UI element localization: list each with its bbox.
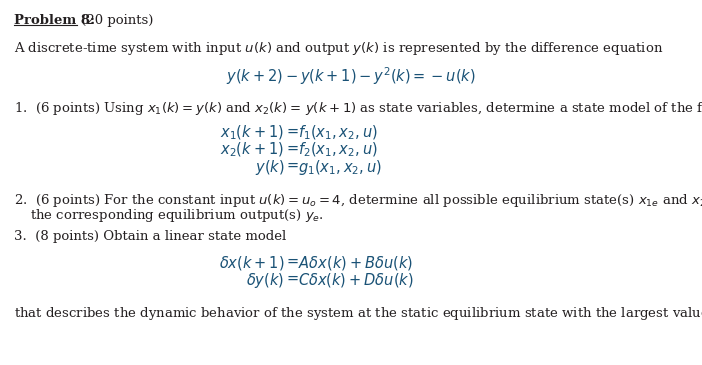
Text: $f_1(x_1, x_2, u)$: $f_1(x_1, x_2, u)$ [298, 124, 378, 142]
Text: $=$: $=$ [284, 141, 299, 155]
Text: 3.  (8 points) Obtain a linear state model: 3. (8 points) Obtain a linear state mode… [14, 230, 286, 243]
Text: $=$: $=$ [284, 124, 299, 138]
Text: $\delta x(k+1)$: $\delta x(k+1)$ [219, 254, 284, 272]
Text: $A\delta x(k) + B\delta u(k)$: $A\delta x(k) + B\delta u(k)$ [298, 254, 413, 272]
Text: $x_2(k+1)$: $x_2(k+1)$ [220, 141, 284, 160]
Text: $=$: $=$ [284, 254, 299, 268]
Text: A discrete-time system with input $u(k)$ and output $y(k)$ is represented by the: A discrete-time system with input $u(k)$… [14, 40, 663, 57]
Text: $y(k)$: $y(k)$ [255, 158, 284, 177]
Text: $=$: $=$ [284, 158, 299, 172]
Text: $\delta y(k)$: $\delta y(k)$ [246, 271, 284, 290]
Text: $f_2(x_1, x_2, u)$: $f_2(x_1, x_2, u)$ [298, 141, 378, 160]
Text: $C\delta x(k) + D\delta u(k)$: $C\delta x(k) + D\delta u(k)$ [298, 271, 414, 289]
Text: $y(k+2) - y(k+1) - y^2(k) = -u(k)$: $y(k+2) - y(k+1) - y^2(k) = -u(k)$ [226, 65, 476, 87]
Text: the corresponding equilibrium output(s) $y_e$.: the corresponding equilibrium output(s) … [30, 207, 324, 224]
Text: $=$: $=$ [284, 271, 299, 285]
Text: $x_1(k+1)$: $x_1(k+1)$ [220, 124, 284, 142]
Text: that describes the dynamic behavior of the system at the static equilibrium stat: that describes the dynamic behavior of t… [14, 305, 702, 322]
Text: $g_1(x_1, x_2, u)$: $g_1(x_1, x_2, u)$ [298, 158, 382, 177]
Text: Problem 8:: Problem 8: [14, 14, 95, 27]
Text: 2.  (6 points) For the constant input $u(k) = u_o = 4$, determine all possible e: 2. (6 points) For the constant input $u(… [14, 192, 702, 209]
Text: (20 points): (20 points) [77, 14, 153, 27]
Text: 1.  (6 points) Using $x_1(k) = y(k)$ and $x_2(k) =\, y(k+1)$ as state variables,: 1. (6 points) Using $x_1(k) = y(k)$ and … [14, 100, 702, 117]
